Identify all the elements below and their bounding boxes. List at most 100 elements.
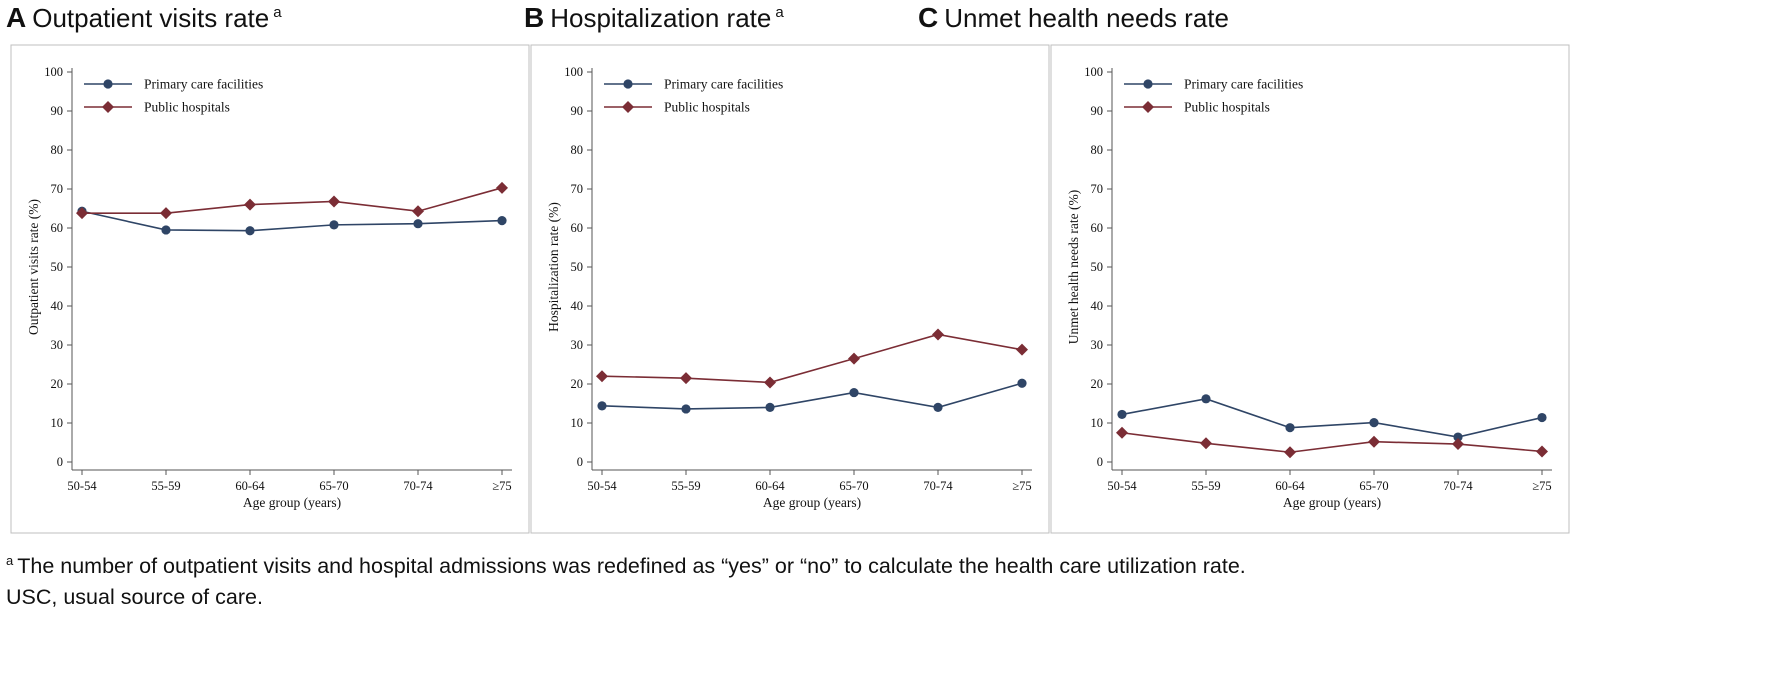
data-point-primary-care	[933, 402, 943, 412]
series-line-public-hospitals	[601, 333, 1023, 384]
x-tick-label: 70-74	[923, 479, 953, 493]
y-tick-label: 50	[1091, 260, 1104, 274]
data-point-public-hospitals	[1200, 437, 1212, 450]
chart-hospitalization: 0 10 20 30 40 50 60 70 80 90 100 50-54 55-59 60-64 65-…	[530, 44, 1050, 534]
footnote: a The number of outpatient visits and hos…	[6, 545, 1766, 613]
data-point-public-hospitals	[1368, 435, 1380, 448]
legend-label: Public hospitals	[1184, 100, 1270, 115]
y-tick-label: 70	[571, 182, 584, 196]
data-point-public-hospitals	[496, 181, 508, 194]
panel-a-title: Outpatient visits rate	[32, 3, 270, 33]
y-tick-label: 60	[51, 221, 64, 235]
data-point-public-hospitals	[1536, 445, 1548, 458]
chart-frame	[10, 44, 530, 534]
x-tick-label: 55-59	[671, 479, 700, 493]
legend-label: Primary care facilities	[1184, 77, 1303, 92]
y-tick-label: 70	[1091, 182, 1104, 196]
x-tick-label: 55-59	[1191, 479, 1220, 493]
series-line-public-hospitals	[1121, 431, 1543, 454]
y-tick-label: 40	[571, 299, 584, 313]
panel-c-heading: C Unmet health needs rate	[918, 2, 1229, 42]
y-axis-label: Hospitalization rate (%)	[546, 202, 561, 332]
x-tick-label: 70-74	[403, 479, 433, 493]
x-tick-label: 60-64	[755, 479, 785, 493]
panel-a-letter: A	[6, 2, 27, 33]
x-tick-label: 50-54	[587, 479, 617, 493]
footnote-marker: a	[6, 553, 14, 568]
y-tick-label: 10	[51, 416, 64, 430]
panel-b-letter: B	[524, 2, 545, 33]
footnote-line-2: USC, usual source of care.	[6, 585, 263, 609]
data-point-primary-care	[413, 219, 423, 229]
data-point-primary-care	[161, 225, 171, 235]
x-tick-label: 50-54	[67, 479, 97, 493]
panel-b-superscript: a	[775, 4, 784, 21]
data-point-public-hospitals	[412, 205, 424, 218]
data-point-public-hospitals	[596, 370, 608, 383]
panel-a-superscript: a	[273, 4, 282, 21]
data-point-primary-care	[1117, 409, 1127, 420]
y-tick-label: 0	[1097, 455, 1103, 469]
x-axis-label: Age group (years)	[243, 495, 341, 510]
y-tick-label: 70	[51, 182, 64, 196]
data-point-public-hospitals	[160, 207, 172, 220]
data-point-primary-care	[1201, 394, 1211, 404]
y-axis-label: Unmet health needs rate (%)	[1066, 190, 1081, 344]
data-point-public-hospitals	[680, 372, 692, 385]
y-tick-label: 50	[571, 260, 584, 274]
y-tick-label: 90	[571, 104, 584, 118]
y-tick-label: 30	[1091, 338, 1104, 352]
x-tick-label: ≥75	[1532, 479, 1551, 493]
data-point-public-hospitals	[76, 207, 88, 220]
y-tick-label: 20	[571, 377, 584, 391]
chart-frame	[530, 44, 1050, 534]
data-point-primary-care	[1285, 423, 1295, 433]
data-point-primary-care	[765, 402, 775, 412]
y-tick-label: 100	[1084, 65, 1103, 79]
data-point-primary-care	[329, 220, 339, 230]
panel-b-heading: B Hospitalization rate a	[524, 2, 784, 42]
chart-frame	[1050, 44, 1570, 534]
y-tick-label: 90	[51, 104, 64, 118]
panel-c-letter: C	[918, 2, 939, 33]
data-point-primary-care	[849, 387, 859, 398]
legend-marker-circle	[103, 79, 113, 89]
y-tick-label: 0	[57, 455, 63, 469]
x-tick-label: 60-64	[1275, 479, 1305, 493]
y-tick-label: 20	[1091, 377, 1104, 391]
y-tick-label: 100	[44, 65, 63, 79]
x-tick-label: ≥75	[492, 479, 511, 493]
data-point-public-hospitals	[1016, 343, 1028, 356]
data-point-primary-care	[1017, 378, 1027, 388]
data-point-primary-care	[245, 226, 255, 236]
y-tick-label: 40	[1091, 299, 1104, 313]
y-tick-label: 40	[51, 299, 64, 313]
x-tick-label: 70-74	[1443, 479, 1473, 493]
legend-marker-circle	[1143, 79, 1153, 89]
chart-outpatient-visits: 0 10 20 30 40 50 60 70 80 90 100 50-54 55-59 60-64 65-…	[10, 44, 530, 534]
legend-marker-circle	[623, 79, 633, 89]
panel-c-title: Unmet health needs rate	[944, 3, 1229, 33]
y-tick-label: 10	[571, 416, 584, 430]
legend-marker-diamond	[622, 101, 634, 113]
legend-label: Public hospitals	[664, 100, 750, 115]
y-tick-label: 60	[571, 221, 584, 235]
y-tick-label: 30	[571, 338, 584, 352]
x-tick-label: 50-54	[1107, 479, 1137, 493]
y-tick-label: 50	[51, 260, 64, 274]
x-axis-label: Age group (years)	[763, 495, 861, 510]
data-point-primary-care	[681, 404, 691, 414]
series-line-primary-care	[601, 382, 1023, 410]
footnote-line-1: a The number of outpatient visits and hos…	[6, 545, 1766, 582]
y-tick-label: 90	[1091, 104, 1104, 118]
y-tick-label: 20	[51, 377, 64, 391]
legend-label: Primary care facilities	[664, 77, 783, 92]
panel-a-heading: A Outpatient visits rate a	[6, 2, 282, 42]
footnote-text: The number of outpatient visits and hosp…	[17, 554, 1246, 578]
data-point-public-hospitals	[1116, 426, 1128, 439]
y-tick-label: 80	[571, 143, 584, 157]
data-point-public-hospitals	[244, 198, 256, 211]
x-tick-label: 55-59	[151, 479, 180, 493]
data-point-primary-care	[597, 401, 607, 411]
data-point-primary-care	[497, 215, 507, 226]
